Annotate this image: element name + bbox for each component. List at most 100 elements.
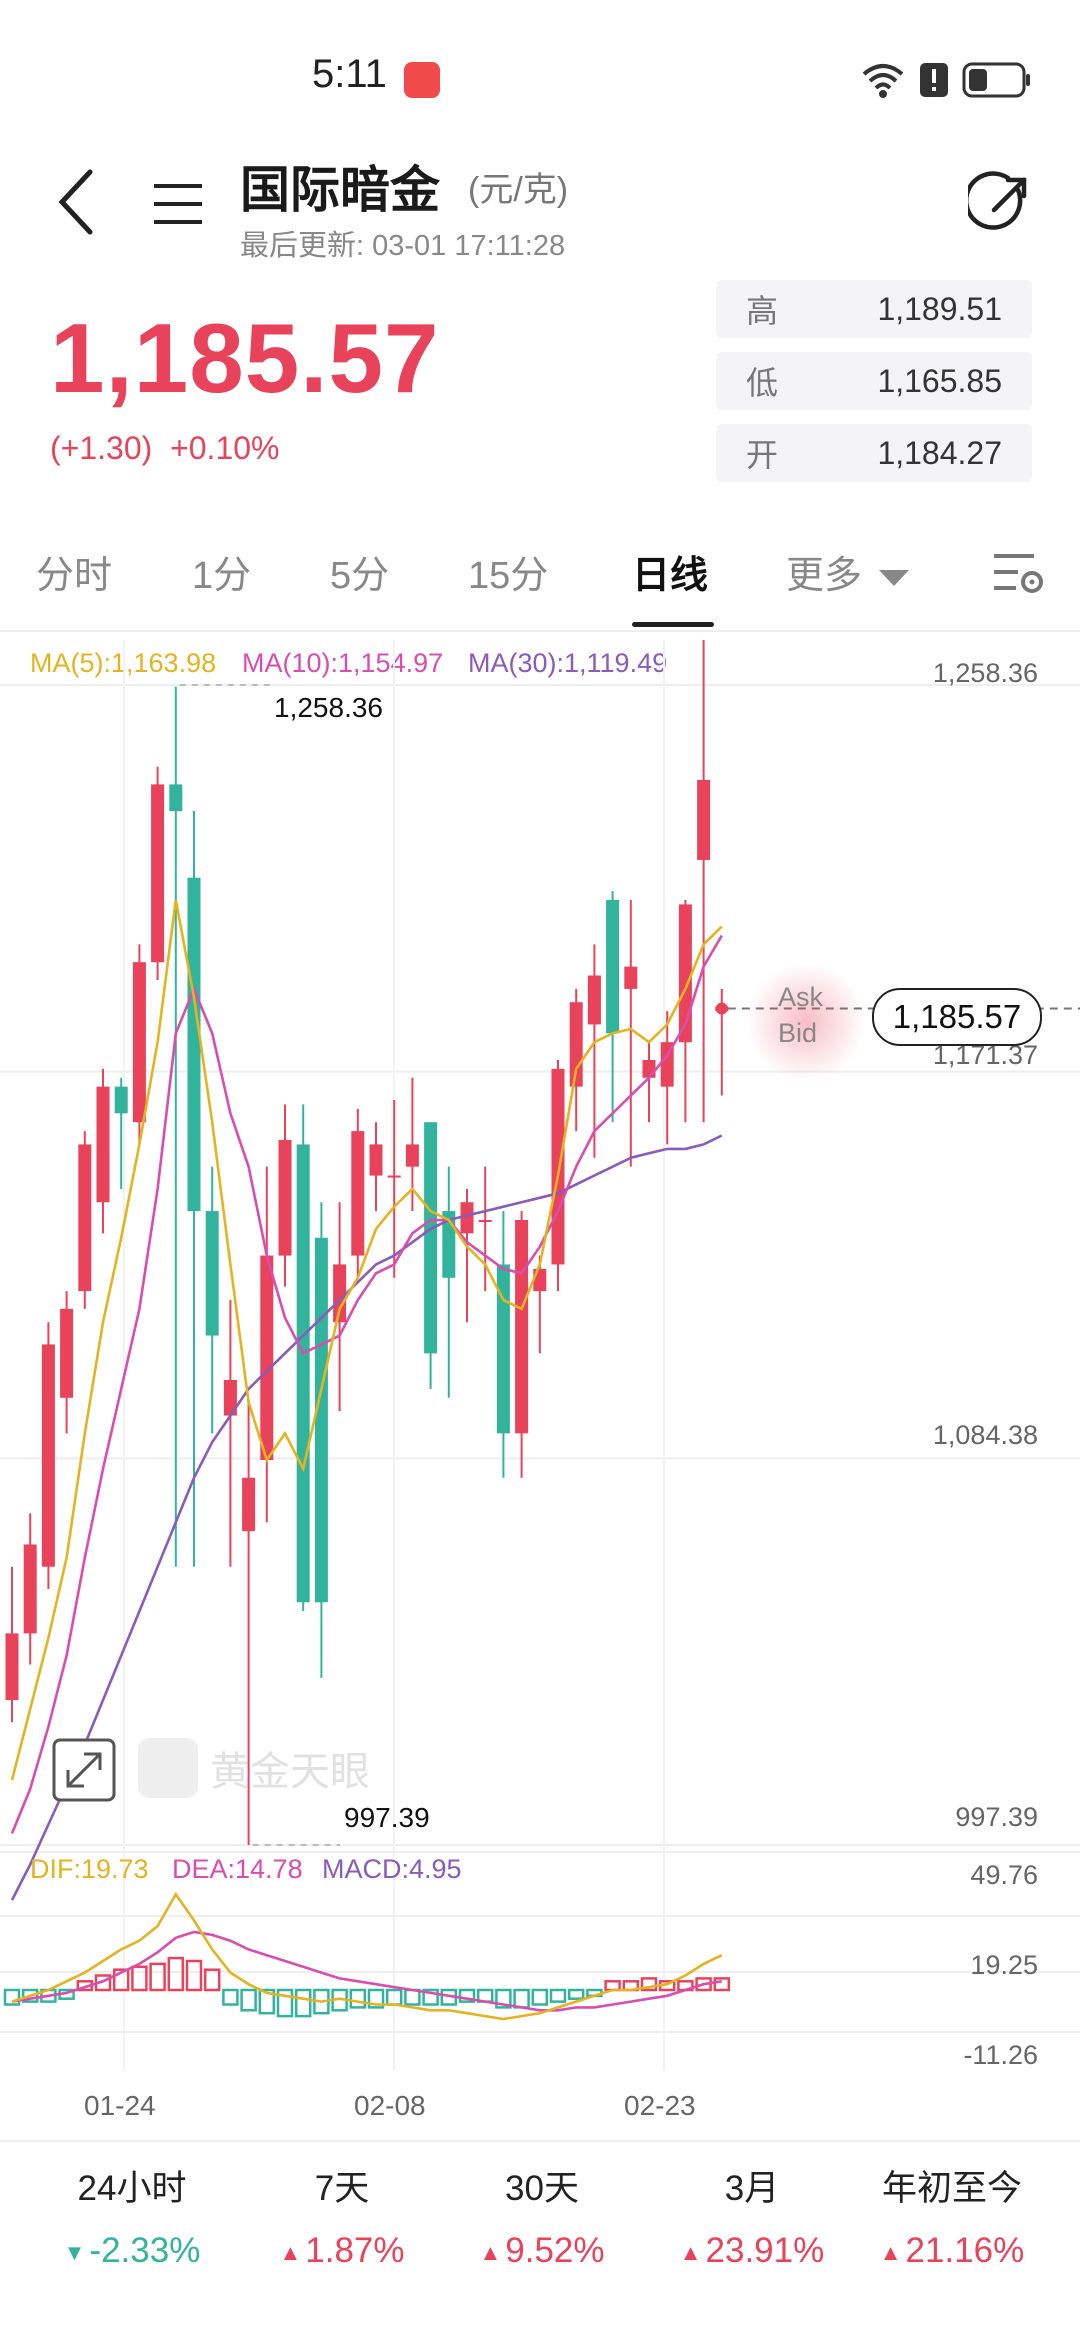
low-value: 1,165.85 (877, 362, 1002, 399)
period-value-text: -2.33% (89, 2231, 201, 2270)
status-time: 5:11 (312, 52, 387, 96)
triangle-up-icon: ▲ (679, 2239, 702, 2265)
tab-more[interactable]: 更多 (786, 544, 911, 599)
candles (5, 640, 729, 1845)
expand-icon[interactable] (52, 1738, 116, 1802)
macd-bar (404, 1988, 421, 2006)
period-value: ▲ 1.87% (232, 2231, 452, 2271)
candle-body (496, 1264, 510, 1434)
candle-body (5, 1633, 19, 1701)
candle-body (660, 1042, 674, 1087)
candle-body (460, 1202, 474, 1234)
candle-body (96, 1086, 110, 1203)
candle-body (515, 1219, 529, 1434)
menu-icon[interactable] (150, 176, 210, 236)
x-tick-3: 02-23 (624, 2090, 696, 2121)
macd-bar (422, 1988, 439, 2006)
back-icon[interactable] (48, 160, 108, 244)
last-updated: 最后更新: 03-01 17:11:28 (240, 230, 566, 262)
open-value: 1,184.27 (877, 434, 1002, 471)
wifi-icon (862, 64, 904, 98)
macd-bar (149, 1962, 166, 1992)
tab-underline (632, 622, 714, 627)
candle-body (296, 1144, 310, 1603)
macd-panel (0, 1891, 1080, 2033)
max-marker: 1,258.36 (274, 692, 383, 723)
current-price-dot (715, 1002, 728, 1015)
candle-body (314, 1237, 328, 1603)
tab-more-label: 更多 (786, 555, 863, 597)
tab-daily[interactable]: 日线 (632, 555, 709, 597)
change-abs: (+1.30) (50, 430, 153, 466)
period-stat-item: 24小时 ▼ -2.33% (22, 2160, 242, 2271)
macd-legend: MACD:4.95 (322, 1854, 462, 1884)
macd-bar (258, 1988, 276, 2015)
chart-settings-icon[interactable] (992, 548, 1048, 600)
tab-5min[interactable]: 5分 (330, 555, 390, 597)
watermark-logo (138, 1738, 198, 1798)
candle-body (41, 1344, 55, 1567)
open-row: 开 1,184.27 (716, 424, 1032, 482)
macd-bar (112, 1968, 130, 1992)
period-label: 3月 (724, 2169, 780, 2208)
ask-label: Ask (778, 982, 824, 1012)
candle-body (624, 966, 638, 989)
candle-body (169, 784, 183, 812)
candle-body (387, 1175, 401, 1178)
macd-bar (640, 1977, 658, 1992)
triangle-up-icon: ▲ (279, 2239, 302, 2265)
share-icon[interactable] (968, 170, 1034, 236)
tab-timeshare[interactable]: 分时 (36, 555, 113, 597)
candle-body (478, 1219, 492, 1222)
macd-bar (531, 1988, 549, 2006)
macd-bar (3, 1988, 21, 2006)
period-label: 30天 (505, 2169, 579, 2208)
ma5-line (10, 899, 723, 1781)
watermark-text: 黄金天眼 (210, 1749, 370, 1795)
period-stat-item: 年初至今 ▲ 21.16% (842, 2160, 1062, 2271)
price-change: (+1.30) +0.10% (50, 430, 279, 467)
candle-body (405, 1144, 419, 1167)
macd-bar (131, 1965, 148, 1992)
candle-body (78, 1144, 92, 1292)
candle-body (369, 1144, 383, 1176)
title-unit: (元/克) (468, 171, 569, 209)
macd-bar (222, 1988, 239, 2006)
candle-body (114, 1086, 128, 1114)
low-label: 低 (746, 365, 779, 401)
candlestick-chart[interactable] (0, 640, 1080, 2100)
candle-body (642, 1059, 656, 1078)
current-price: 1,185.57 (50, 303, 440, 413)
tab-15min[interactable]: 15分 (468, 555, 549, 597)
period-stat-item: 3月 ▲ 23.91% (642, 2160, 862, 2271)
period-stats: 24小时 ▼ -2.33% 7天 ▲ 1.87% 30天 ▲ 9.52% 3月 ▲ 23.91% 年初至… (0, 2160, 1080, 2310)
dif-legend: DIF:19.73 (30, 1854, 149, 1884)
macd-bar (367, 1988, 385, 2009)
period-label: 年初至今 (881, 2169, 1022, 2208)
candle-body (606, 899, 620, 1034)
candle-body (551, 1068, 565, 1265)
triangle-down-icon: ▼ (63, 2239, 86, 2265)
macd-bar (713, 1977, 731, 1992)
candle-body (678, 904, 692, 1043)
stats-divider (0, 2140, 1080, 2142)
candle-body (223, 1380, 237, 1416)
tab-1min[interactable]: 1分 (192, 555, 252, 597)
candle-body (151, 784, 165, 963)
candle-body (587, 975, 601, 1025)
tabs-divider (0, 630, 1080, 632)
ma10-line (10, 934, 723, 1834)
macd-bar (203, 1968, 221, 1992)
macd-bar (495, 1988, 512, 2009)
period-stat-item: 7天 ▲ 1.87% (232, 2160, 452, 2271)
candle-body (132, 962, 146, 1123)
app-notification-icon (404, 62, 440, 98)
candle-body (278, 1139, 292, 1256)
price-pulse (746, 962, 866, 1082)
ma10-legend: MA(10):1,154.97 (242, 648, 444, 678)
macd-bar (458, 1988, 476, 2003)
macd-tick-bottom: -11.26 (963, 2040, 1038, 2070)
y-tick-top: 1,258.36 (932, 658, 1038, 688)
macd-bar (185, 1959, 203, 1992)
candle-body (351, 1131, 365, 1256)
